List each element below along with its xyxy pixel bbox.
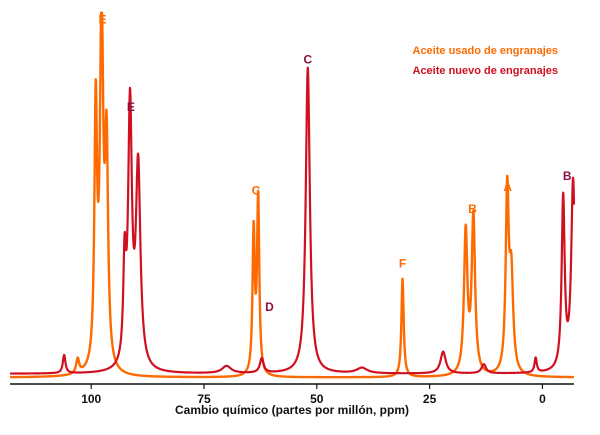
x-tick-label: 75 — [197, 392, 211, 406]
x-tick-label: 50 — [310, 392, 324, 406]
peak-label-c: C — [252, 184, 261, 198]
legend-entry-new-oil: Aceite nuevo de engranajes — [413, 65, 559, 77]
series-line-new-oil — [9, 66, 576, 375]
x-tick-label: 25 — [423, 392, 437, 406]
annotation-layer: EECDCFBABA — [98, 13, 572, 315]
peak-label-e: E — [98, 13, 106, 27]
peak-label-d: D — [265, 300, 274, 314]
peak-label-b: B — [468, 202, 477, 216]
peak-label-e: E — [127, 100, 135, 114]
series-layer — [9, 11, 576, 379]
x-axis-title: Cambio químico (partes por millón, ppm) — [175, 403, 409, 417]
peak-label-a: A — [503, 180, 512, 194]
x-tick-label: 0 — [539, 392, 546, 406]
series-line-used-oil — [9, 11, 575, 379]
legend: Aceite usado de engranajes Aceite nuevo … — [413, 45, 559, 77]
x-tick-label: 100 — [81, 392, 101, 406]
legend-entry-used-oil: Aceite usado de engranajes — [413, 45, 559, 57]
peak-label-c: C — [303, 53, 312, 67]
x-axis-ticks: 100 75 50 25 0 — [81, 384, 546, 406]
peak-label-b: B — [563, 169, 572, 183]
peak-label-f: F — [399, 257, 406, 271]
